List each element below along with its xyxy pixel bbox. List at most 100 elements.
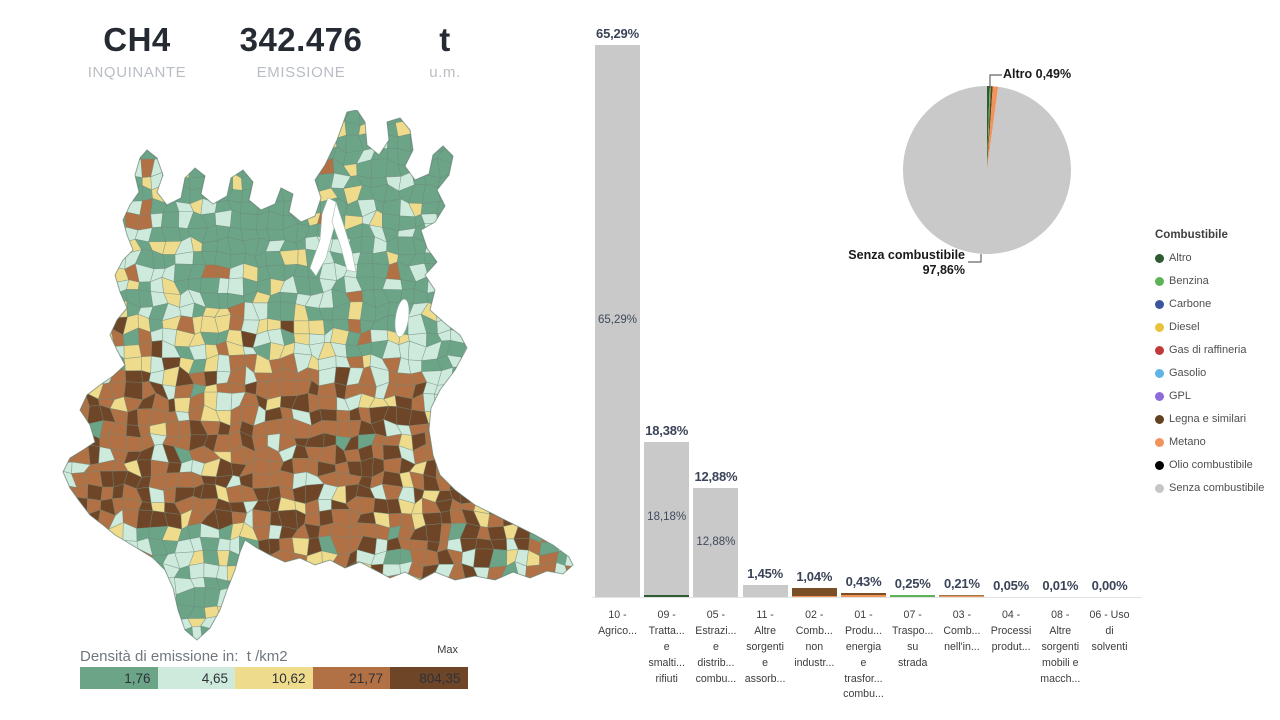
map-legend-title: Densità di emissione in: t /km2: [80, 648, 288, 665]
bar-value-label: 1,04%: [796, 569, 833, 585]
fuel-legend-label: Legna e similari: [1169, 413, 1247, 425]
bar-segment[interactable]: [644, 441, 690, 596]
pie-slice-legna-e-similari[interactable]: [987, 86, 993, 170]
fuel-color-dot: [1155, 299, 1164, 309]
kpi-unit: t u.m.: [365, 21, 525, 81]
fuel-color-dot: [1155, 276, 1164, 286]
unit-value: t: [439, 21, 451, 58]
bar-value-label: 0,01%: [1042, 577, 1079, 593]
fuel-legend-label: Senza combustibile: [1169, 482, 1265, 494]
fuel-color-dot: [1155, 253, 1164, 263]
bar-segment[interactable]: [595, 45, 640, 597]
choropleth-map[interactable]: [35, 110, 580, 650]
bar-segment[interactable]: [841, 595, 886, 597]
emission-label: EMISSIONE: [256, 64, 346, 81]
bar-segment[interactable]: [693, 488, 739, 597]
bar-segment[interactable]: [791, 588, 837, 597]
bar-axis-label: 10 - Agrico...: [598, 609, 637, 637]
kpi-emission: 342.476 EMISSIONE: [221, 21, 381, 81]
fuel-legend-label: Altro: [1169, 252, 1192, 264]
map-legend-max: Max: [437, 644, 458, 656]
fuel-legend-item[interactable]: GPL: [1155, 390, 1275, 402]
map-legend-class: 10,62: [235, 667, 313, 689]
fuel-legend-item[interactable]: Altro: [1155, 252, 1275, 264]
fuel-color-dot: [1155, 368, 1164, 378]
bar-segment[interactable]: [742, 584, 788, 597]
bar-value-label: 65,29%: [596, 26, 639, 42]
bar-segment[interactable]: [890, 594, 936, 597]
bar-segment[interactable]: [644, 595, 690, 597]
region-outline: [62, 110, 574, 641]
kpi-pollutant: CH4 INQUINANTE: [57, 21, 217, 81]
pie-callout-altro: [989, 74, 1002, 88]
bar-segment[interactable]: [939, 595, 985, 597]
bar-inner-label: 18,18%: [647, 511, 687, 524]
fuel-color-dot: [1155, 391, 1164, 401]
map-legend-colorbar: 1,76 4,65 10,62 21,77 804,35: [80, 667, 468, 689]
fuel-legend-label: Olio combustibile: [1169, 459, 1253, 471]
fuel-color-dot: [1155, 322, 1164, 332]
fuel-legend-title: Combustibile: [1155, 229, 1228, 241]
fuel-legend-item[interactable]: Olio combustibile: [1155, 459, 1275, 471]
bar-value-label: 0,25%: [894, 575, 931, 591]
fuel-color-dot: [1155, 483, 1164, 493]
bar-value-label: 18,38%: [645, 422, 689, 438]
bar-value-label: 0,43%: [845, 574, 882, 590]
fuel-legend-label: Carbone: [1169, 298, 1212, 310]
bar-axis-label: 07 - Traspo... su strada: [891, 609, 934, 669]
pollutant-value: CH4: [103, 21, 171, 58]
fuel-color-dot: [1155, 414, 1164, 424]
fuel-color-dot: [1155, 345, 1164, 355]
fuel-legend-item[interactable]: Gas di raffineria: [1155, 344, 1275, 356]
map-legend-caption: Densità di emissione in:: [80, 648, 239, 665]
bar-chart-axis-line: [592, 597, 1142, 598]
map-legend-class: 1,76: [80, 667, 158, 689]
bar-value-label: 12,88%: [694, 469, 738, 485]
fuel-legend-label: Gasolio: [1169, 367, 1207, 379]
bar-axis-label: 08 - Altre sorgenti mobili e macch...: [1040, 609, 1081, 685]
map-legend-class: 804,35: [390, 667, 468, 689]
bar-value-label: 0,21%: [943, 576, 980, 592]
emission-value: 342.476: [239, 21, 363, 58]
unit-label: u.m.: [429, 64, 461, 81]
pie-slice-benzina[interactable]: [987, 86, 991, 170]
bar-segment[interactable]: [988, 596, 1034, 598]
fuel-legend-item[interactable]: Metano: [1155, 436, 1275, 448]
bar-segment[interactable]: [841, 593, 886, 596]
fuel-legend-item[interactable]: Benzina: [1155, 275, 1275, 287]
fuel-legend-item[interactable]: Diesel: [1155, 321, 1275, 333]
fuel-legend-item[interactable]: Gasolio: [1155, 367, 1275, 379]
bar-axis-label: 09 - Tratta... e smalti... rifiuti: [648, 609, 685, 685]
fuel-pie-chart[interactable]: [880, 55, 1155, 295]
fuel-legend-item[interactable]: Senza combustibile: [1155, 482, 1275, 494]
lake-lecco: [331, 200, 357, 273]
pie-label-altro: Altro 0,49%: [1003, 67, 1072, 81]
bar-axis-label: 01 - Produ... energia e trasfor... combu…: [843, 609, 884, 701]
bar-axis-label: 02 - Comb... non industr...: [794, 609, 835, 669]
fuel-legend-label: Gas di raffineria: [1169, 344, 1247, 356]
fuel-legend: Combustibile Altro Benzina Carbone Diesel Ga…: [1155, 229, 1275, 494]
bar-axis-label: 03 - Comb... nell'in...: [943, 609, 981, 653]
fuel-color-dot: [1155, 460, 1164, 470]
pollutant-label: INQUINANTE: [87, 64, 187, 81]
municipality-cell[interactable]: [191, 625, 203, 647]
bar-value-label: 1,45%: [747, 565, 784, 581]
pie-slice-metano[interactable]: [987, 86, 999, 170]
bar-inner-label: 65,29%: [597, 314, 637, 327]
fuel-legend-item[interactable]: Carbone: [1155, 298, 1275, 310]
pie-slice-senza-combustibile[interactable]: [902, 85, 1071, 254]
fuel-color-dot: [1155, 437, 1164, 447]
map-legend-unit: t /km2: [246, 648, 288, 665]
bar-segment[interactable]: [939, 596, 985, 597]
bar-axis-label: 04 - Processi produt...: [990, 609, 1032, 653]
bar-segment[interactable]: [791, 596, 837, 598]
pie-label-senza: Senza combustibile 97,86%: [828, 248, 965, 278]
fuel-legend-label: Benzina: [1169, 275, 1209, 287]
bar-axis-label: 06 - Uso di solventi: [1089, 609, 1130, 653]
pie-slice-altro[interactable]: [987, 86, 990, 170]
fuel-legend-label: GPL: [1169, 390, 1192, 402]
lake-iseo: [394, 298, 410, 338]
fuel-legend-item[interactable]: Legna e similari: [1155, 413, 1275, 425]
